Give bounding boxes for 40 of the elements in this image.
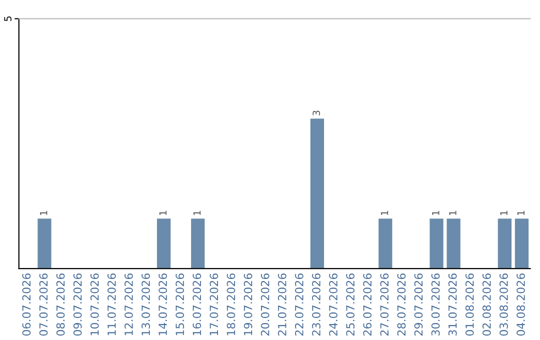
x-tick-label: 15.07.2026 [176,273,184,336]
data-label: 1 [40,210,48,216]
x-tick-label: 31.07.2026 [448,273,457,336]
x-tick-label: 03.08.2026 [500,273,508,336]
x-tick-label: 11.07.2026 [107,273,116,336]
x-tick-label: 06.07.2026 [22,273,31,336]
x-tick-label: 16.07.2026 [192,273,202,336]
x-tick-label: 25.07.2026 [346,273,355,336]
x-tick-label: 26.07.2026 [363,273,372,336]
x-tick-label: 27.07.2026 [380,273,389,336]
data-label: 1 [380,210,388,216]
data-label: 1 [449,210,456,216]
x-tick-label: 22.07.2026 [294,273,304,336]
x-tick-label: 28.07.2026 [397,273,406,336]
x-tick-label: 23.07.2026 [312,273,320,336]
x-tick-label: 13.07.2026 [142,273,150,336]
x-tick-label: 24.07.2026 [329,273,338,336]
data-label: 1 [193,210,201,216]
x-tick-label: 29.07.2026 [414,273,423,336]
x-tick-label: 08.07.2026 [56,273,65,336]
x-tick-label: 02.08.2026 [482,273,491,336]
x-tick-label: 07.07.2026 [39,273,48,336]
data-label: 3 [312,110,320,116]
x-tick-label: 04.08.2026 [516,273,525,336]
x-tick-label: 10.07.2026 [90,273,99,336]
y-tick-label: 5 [4,16,12,22]
x-tick-label: 18.07.2026 [226,273,236,336]
x-tick-label: 19.07.2026 [244,273,252,336]
x-tick-label: 14.07.2026 [158,273,168,336]
x-tick-label: 12.07.2026 [124,273,133,336]
x-tick-label: 20.07.2026 [260,273,270,336]
x-tick-label: 21.07.2026 [278,273,286,336]
data-label: 1 [517,210,524,216]
data-label: 1 [500,210,508,216]
x-tick-label: 30.07.2026 [431,273,440,336]
x-tick-label: 09.07.2026 [73,273,82,336]
x-tick-label: 01.08.2026 [465,273,474,336]
x-tick-label: 17.07.2026 [210,273,218,336]
data-label: 1 [159,210,166,216]
data-label: 1 [432,210,440,216]
